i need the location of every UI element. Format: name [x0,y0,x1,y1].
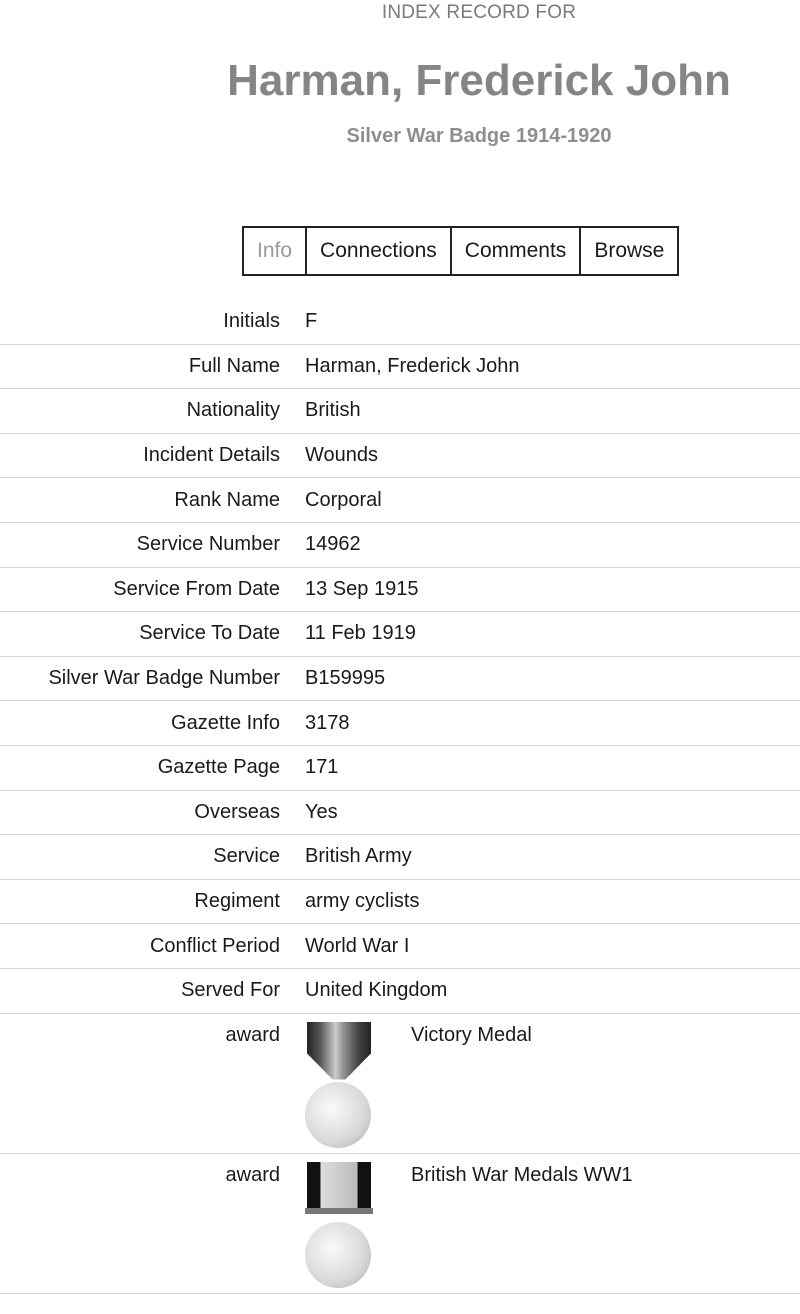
field-value: British Army [305,845,412,868]
victory-medal-icon [305,1021,373,1148]
field-value: army cyclists [305,890,420,913]
award-label: award [225,1023,280,1046]
field-value: 13 Sep 1915 [305,577,419,600]
field-label: Service Number [136,533,280,556]
field-row: Rank Name Corporal [0,478,800,523]
field-value: World War I [305,934,410,957]
field-label: Regiment [194,890,280,913]
field-label: Overseas [194,800,280,823]
field-label: Rank Name [174,488,280,511]
field-label: Nationality [186,399,280,422]
field-value: 14962 [305,533,361,556]
award-label: award [225,1163,280,1186]
tab-browse[interactable]: Browse [579,228,677,274]
field-label: Service [213,845,280,868]
field-label: Service To Date [139,622,280,645]
field-row: Gazette Page 171 [0,746,800,791]
field-value: United Kingdom [305,979,448,1002]
field-value: Corporal [305,488,382,511]
field-label: Silver War Badge Number [48,667,280,690]
field-label: Gazette Info [171,711,280,734]
field-label: Served For [181,979,280,1002]
field-value: British [305,399,361,422]
field-row: Nationality British [0,389,800,434]
field-label: Incident Details [143,444,280,467]
award-row: award Victory Medal [0,1014,800,1154]
field-row: Service From Date 13 Sep 1915 [0,568,800,613]
tab-connections[interactable]: Connections [305,228,450,274]
award-name[interactable]: Victory Medal [411,1023,532,1046]
field-row: Conflict Period World War I [0,924,800,969]
index-record-kicker: INDEX RECORD FOR [381,2,577,23]
british-war-medal-icon [305,1161,373,1288]
field-row: Service British Army [0,835,800,880]
field-row: Full Name Harman, Frederick John [0,345,800,390]
award-row: award British War Medals WW1 [0,1154,800,1294]
field-row: Initials F [0,300,800,345]
field-row: Service To Date 11 Feb 1919 [0,612,800,657]
field-label: Full Name [188,354,280,377]
award-name[interactable]: British War Medals WW1 [411,1163,633,1186]
field-row: Served For United Kingdom [0,969,800,1014]
tab-bar: Info Connections Comments Browse [242,226,680,276]
field-value: F [305,310,318,333]
record-fields: Initials F Full Name Harman, Frederick John… [0,300,800,1294]
field-value: 3178 [305,711,350,734]
field-row: Regiment army cyclists [0,880,800,925]
field-value: B159995 [305,667,386,690]
field-label: Gazette Page [157,756,280,779]
field-row: Overseas Yes [0,791,800,836]
tab-comments[interactable]: Comments [449,228,580,274]
field-label: Service From Date [113,577,280,600]
field-row: Incident Details Wounds [0,434,800,479]
field-value: Harman, Frederick John [305,354,520,377]
field-row: Service Number 14962 [0,523,800,568]
field-label: Initials [223,310,280,333]
field-label: Conflict Period [149,934,280,957]
field-row: Gazette Info 3178 [0,701,800,746]
field-value: 11 Feb 1919 [305,622,416,645]
field-value: 171 [305,756,339,779]
record-collection: Silver War Badge 1914-1920 [346,125,612,147]
field-value: Yes [305,800,338,823]
field-value: Wounds [305,444,379,467]
field-row: Silver War Badge Number B159995 [0,657,800,702]
tab-info[interactable]: Info [257,239,293,262]
page-title: Harman, Frederick John [227,56,731,105]
